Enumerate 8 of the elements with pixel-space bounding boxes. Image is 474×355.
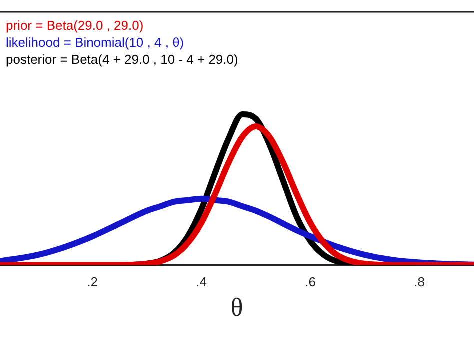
x-axis-title: θ — [230, 293, 244, 322]
x-tick-label: .2 — [87, 274, 98, 290]
x-tick-label: .8 — [414, 274, 425, 290]
text: likelihood = Binomial(10 , 4 , θ) — [6, 35, 184, 50]
x-tick-label: .4 — [196, 274, 208, 290]
text: posterior = Beta(4 + 29.0 , 10 - 4 + 29.0) — [6, 52, 238, 68]
text: prior = Beta(29.0 , 29.0) — [6, 18, 144, 34]
x-tick-label: .6 — [305, 274, 316, 290]
